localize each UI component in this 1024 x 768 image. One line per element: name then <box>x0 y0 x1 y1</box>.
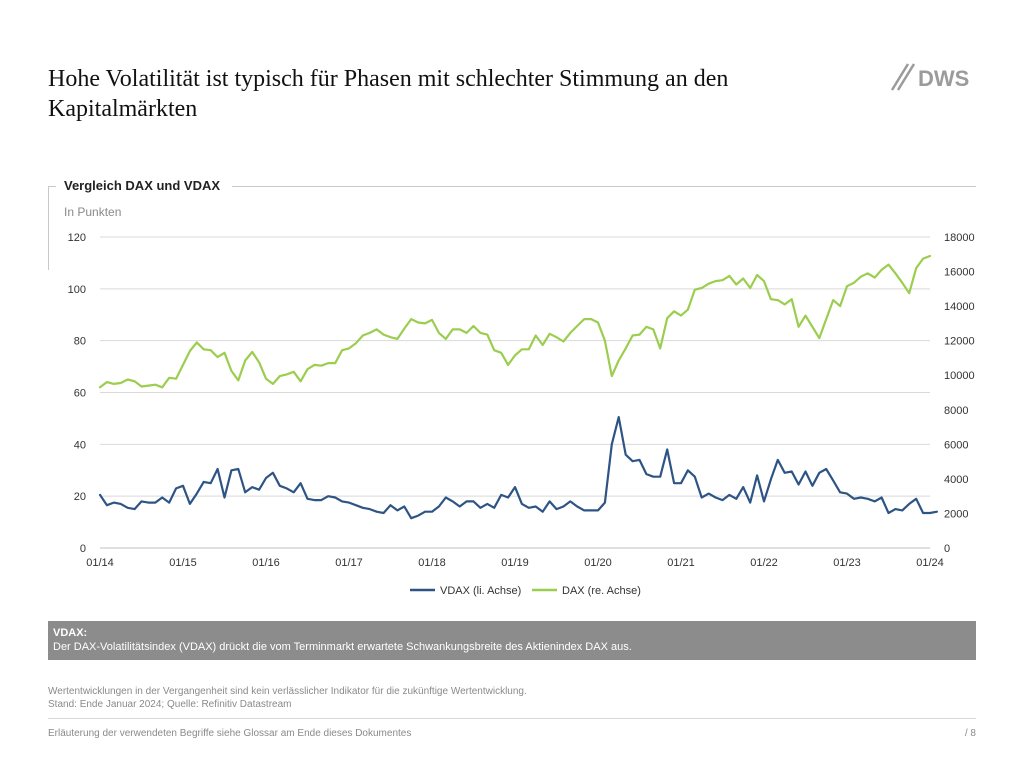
y-left-tick-label: 0 <box>80 543 86 555</box>
x-tick-label: 01/18 <box>418 557 446 569</box>
y-left-tick-label: 60 <box>74 388 86 400</box>
page-number: / 8 <box>964 728 976 739</box>
x-tick-label: 01/23 <box>833 557 861 569</box>
x-tick-label: 01/14 <box>86 557 114 569</box>
y-left-tick-label: 40 <box>74 439 86 451</box>
chart-title: Vergleich DAX und VDAX <box>64 178 221 193</box>
x-tick-label: 01/16 <box>252 557 280 569</box>
disclaimer: Wertentwicklungen in der Vergangenheit s… <box>48 685 527 711</box>
x-tick-label: 01/17 <box>335 557 363 569</box>
panel-rule-left <box>48 186 56 187</box>
x-tick-label: 01/19 <box>501 557 529 569</box>
x-tick-label: 01/21 <box>667 557 695 569</box>
y-right-tick-label: 10000 <box>944 370 975 382</box>
page-title: Hohe Volatilität ist typisch für Phasen … <box>48 66 729 122</box>
x-tick-label: 01/20 <box>584 557 612 569</box>
slash-mark-icon <box>890 63 916 91</box>
y-right-tick-label: 8000 <box>944 405 968 417</box>
panel-rule <box>232 186 976 187</box>
footer-rule <box>48 718 976 719</box>
disclaimer-line: Wertentwicklungen in der Vergangenheit s… <box>48 686 527 697</box>
y-right-tick-label: 0 <box>944 543 950 555</box>
panel-bracket <box>48 186 49 270</box>
legend-label-dax: DAX (re. Achse) <box>562 585 641 597</box>
y-left-tick-label: 120 <box>68 232 86 244</box>
y-right-tick-label: 12000 <box>944 336 975 348</box>
definition-box: VDAX: Der DAX-Volatilitätsindex (VDAX) d… <box>48 621 976 660</box>
y-left-tick-label: 80 <box>74 336 86 348</box>
footer-text: Erläuterung der verwendeten Begriffe sie… <box>48 728 412 739</box>
y-right-tick-label: 2000 <box>944 508 968 520</box>
y-left-tick-label: 100 <box>68 284 86 296</box>
y-left-tick-label: 20 <box>74 491 86 503</box>
x-tick-label: 01/24 <box>916 557 944 569</box>
chart: 0 20 40 60 80 100 120 0 2000 4000 6000 8000 10000 120… <box>68 232 975 597</box>
source-line: Stand: Ende Januar 2024; Quelle: Refinit… <box>48 699 292 710</box>
y-right-tick-label: 18000 <box>944 232 975 244</box>
dws-logo: DWS <box>890 63 969 91</box>
chart-subtitle: In Punkten <box>64 205 122 219</box>
logo-text: DWS <box>918 66 969 91</box>
legend-label-vdax: VDAX (li. Achse) <box>440 585 521 597</box>
x-tick-label: 01/22 <box>750 557 778 569</box>
x-tick-label: 01/15 <box>169 557 197 569</box>
y-right-tick-label: 4000 <box>944 474 968 486</box>
vdax-series-line <box>98 416 939 520</box>
y-right-tick-label: 6000 <box>944 439 968 451</box>
definition-title: VDAX: <box>53 627 88 639</box>
definition-text: Der DAX-Volatilitätsindex (VDAX) drückt … <box>53 641 632 653</box>
y-right-tick-label: 16000 <box>944 267 975 279</box>
y-right-tick-label: 14000 <box>944 301 975 313</box>
dax-series-line <box>98 254 932 389</box>
